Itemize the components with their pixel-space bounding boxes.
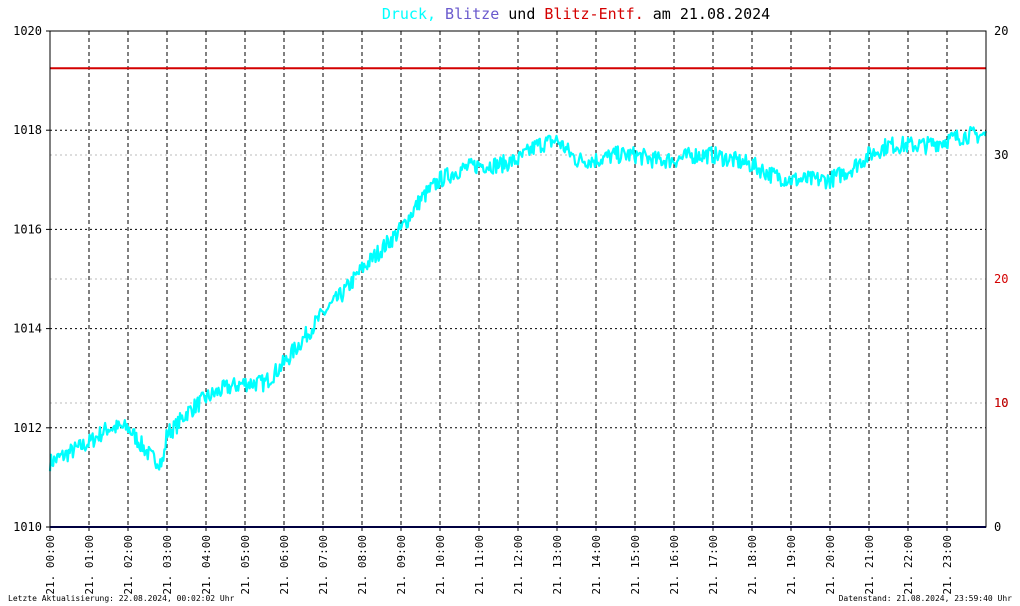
x-tick-label: 21. 13:00: [551, 535, 564, 595]
x-tick-label: 21. 02:00: [122, 535, 135, 595]
left-tick-label: 1020: [13, 24, 42, 38]
x-tick-label: 21. 22:00: [902, 535, 915, 595]
grid: [50, 31, 986, 527]
right-distance-tick-label: 10: [994, 396, 1008, 410]
x-tick-label: 21. 07:00: [317, 535, 330, 595]
x-tick-label: 21. 00:00: [44, 535, 57, 595]
x-tick-label: 21. 10:00: [434, 535, 447, 595]
x-tick-label: 21. 16:00: [668, 535, 681, 595]
left-axis-ticks: 1010 1012 1014 1016 1018 1020: [13, 24, 50, 534]
x-tick-label: 21. 06:00: [278, 535, 291, 595]
chart-title-part: am 21.08.2024: [644, 5, 770, 23]
x-tick-label: 21. 12:00: [512, 535, 525, 595]
x-tick-label: 21. 01:00: [83, 535, 96, 595]
left-tick-label: 1014: [13, 322, 42, 336]
left-tick-label: 1010: [13, 520, 42, 534]
x-tick-label: 21. 11:00: [473, 535, 486, 595]
left-tick-label: 1012: [13, 421, 42, 435]
footer-data-status: Datenstand: 21.08.2024, 23:59:40 Uhr: [838, 594, 1012, 603]
x-tick-label: 21. 19:00: [785, 535, 798, 595]
x-tick-label: 21. 17:00: [707, 535, 720, 595]
x-tick-label: 21. 15:00: [629, 535, 642, 595]
x-tick-label: 21. 23:00: [941, 535, 954, 595]
x-tick-label: 21. 05:00: [239, 535, 252, 595]
chart-title-part: Druck,: [382, 5, 436, 23]
x-tick-label: 21. 21:00: [863, 535, 876, 595]
x-tick-label: 21. 14:00: [590, 535, 603, 595]
right-count-tick-label: 20: [994, 24, 1008, 38]
x-axis-ticks: 21. 00:00 21. 01:00 21. 02:00 21. 03:00 21. …: [44, 527, 954, 595]
chart-title-part: Blitz-Entf.: [535, 5, 643, 23]
plot-frame: [49, 30, 987, 528]
chart-title: Druck, Blitze und Blitz-Entf. am 21.08.2…: [382, 5, 770, 23]
x-tick-label: 21. 08:00: [356, 535, 369, 595]
chart-title-part: Blitze: [436, 5, 499, 23]
x-tick-label: 21. 18:00: [746, 535, 759, 595]
left-tick-label: 1018: [13, 123, 42, 137]
x-tick-label: 21. 03:00: [161, 535, 174, 595]
left-tick-label: 1016: [13, 222, 42, 236]
footer-last-update: Letzte Aktualisierung: 22.08.2024, 00:02…: [8, 594, 235, 603]
right-distance-tick-label: 20: [994, 272, 1008, 286]
chart-title-part: und: [499, 5, 535, 23]
right-count-tick-label: 0: [994, 520, 1001, 534]
x-tick-label: 21. 09:00: [395, 535, 408, 595]
right-count-tick-label: 10: [994, 396, 1008, 410]
x-tick-label: 21. 04:00: [200, 535, 213, 595]
series-line-druck: [48, 125, 988, 472]
x-tick-label: 21. 20:00: [824, 535, 837, 595]
right-count-tick-label: 30: [994, 148, 1008, 162]
